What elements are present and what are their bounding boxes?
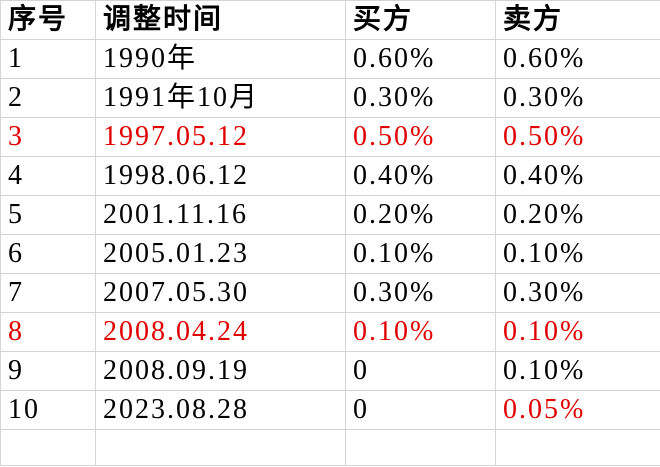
cell-seller: 0.20% — [495, 195, 660, 235]
cell-buyer: 0.30% — [345, 78, 496, 118]
table-row: 8 2008.04.24 0.10% 0.10% — [0, 312, 660, 352]
cell-date: 1991年10月 — [95, 78, 346, 118]
cell-date: 2008.04.24 — [95, 312, 346, 352]
cell-no: 7 — [0, 273, 96, 313]
cell-seller: 0.60% — [495, 39, 660, 79]
table-row: 5 2001.11.16 0.20% 0.20% — [0, 195, 660, 235]
table-body: 1 1990年 0.60% 0.60% 2 1991年10月 0.30% 0.30% 3 1997… — [0, 39, 660, 466]
empty-cell — [495, 429, 660, 466]
cell-no: 1 — [0, 39, 96, 79]
cell-seller: 0.40% — [495, 156, 660, 196]
cell-buyer: 0 — [345, 390, 496, 430]
cell-seller: 0.10% — [495, 312, 660, 352]
cell-seller: 0.05% — [495, 390, 660, 430]
cell-date: 2007.05.30 — [95, 273, 346, 313]
cell-date: 2023.08.28 — [95, 390, 346, 430]
empty-cell — [95, 429, 346, 466]
table-row: 9 2008.09.19 0 0.10% — [0, 351, 660, 391]
header-row: 序号 调整时间 买方 卖方 — [0, 0, 660, 40]
empty-cell — [0, 429, 96, 466]
cell-seller: 0.10% — [495, 351, 660, 391]
col-header-date: 调整时间 — [95, 0, 346, 40]
table-row: 10 2023.08.28 0 0.05% — [0, 390, 660, 430]
cell-buyer: 0.60% — [345, 39, 496, 79]
cell-date: 2001.11.16 — [95, 195, 346, 235]
cell-seller: 0.30% — [495, 273, 660, 313]
cell-date: 2005.01.23 — [95, 234, 346, 274]
cell-buyer: 0 — [345, 351, 496, 391]
cell-no: 3 — [0, 117, 96, 157]
cell-no: 9 — [0, 351, 96, 391]
cell-no: 5 — [0, 195, 96, 235]
table-row: 1 1990年 0.60% 0.60% — [0, 39, 660, 79]
cell-date: 1998.06.12 — [95, 156, 346, 196]
cell-seller: 0.50% — [495, 117, 660, 157]
cell-no: 2 — [0, 78, 96, 118]
cell-seller: 0.30% — [495, 78, 660, 118]
cell-no: 8 — [0, 312, 96, 352]
table-row: 2 1991年10月 0.30% 0.30% — [0, 78, 660, 118]
col-header-seller: 卖方 — [495, 0, 660, 40]
col-header-no: 序号 — [0, 0, 96, 40]
table-row: 4 1998.06.12 0.40% 0.40% — [0, 156, 660, 196]
cell-no: 10 — [0, 390, 96, 430]
cell-buyer: 0.20% — [345, 195, 496, 235]
cell-no: 4 — [0, 156, 96, 196]
cell-buyer: 0.40% — [345, 156, 496, 196]
cell-no: 6 — [0, 234, 96, 274]
cell-date: 1990年 — [95, 39, 346, 79]
table-row: 7 2007.05.30 0.30% 0.30% — [0, 273, 660, 313]
cell-date: 2008.09.19 — [95, 351, 346, 391]
cell-buyer: 0.30% — [345, 273, 496, 313]
empty-row — [0, 429, 660, 466]
cell-seller: 0.10% — [495, 234, 660, 274]
table-row: 3 1997.05.12 0.50% 0.50% — [0, 117, 660, 157]
cell-buyer: 0.10% — [345, 312, 496, 352]
empty-cell — [345, 429, 496, 466]
cell-buyer: 0.10% — [345, 234, 496, 274]
table-row: 6 2005.01.23 0.10% 0.10% — [0, 234, 660, 274]
col-header-buyer: 买方 — [345, 0, 496, 40]
cell-buyer: 0.50% — [345, 117, 496, 157]
cell-date: 1997.05.12 — [95, 117, 346, 157]
